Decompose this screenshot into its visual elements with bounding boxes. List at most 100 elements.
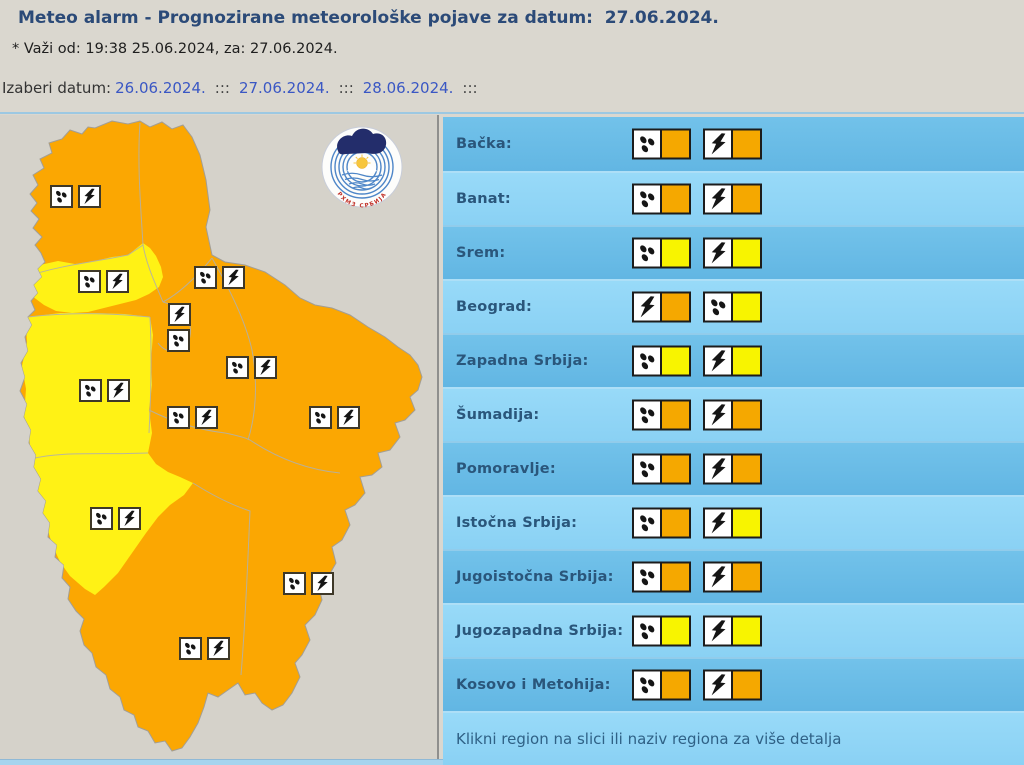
region-label[interactable]: Jugozapadna Srbija: — [456, 623, 624, 639]
region-warning-list: Bačka: Banat: Srem: Beograd: Zapadna Srbija:… — [443, 117, 1024, 765]
rain-icon — [167, 329, 190, 352]
thunderstorm-icon — [703, 507, 733, 539]
region-row[interactable]: Pomoravlje: — [443, 441, 1024, 495]
rain-warning-yellow — [632, 345, 691, 377]
region-row[interactable]: Istočna Srbija: — [443, 495, 1024, 549]
logo-cloud — [337, 128, 387, 155]
rain-icon — [309, 406, 332, 429]
region-warnings — [632, 561, 762, 593]
thunderstorm-icon — [703, 561, 733, 593]
region-row[interactable]: Bačka: — [443, 117, 1024, 171]
region-label[interactable]: Istočna Srbija: — [456, 515, 578, 531]
thunderstorm-icon — [195, 406, 218, 429]
region-row[interactable]: Beograd: — [443, 279, 1024, 333]
region-label[interactable]: Jugoistočna Srbija: — [456, 569, 614, 585]
date-picker: Izaberi datum: 26.06.2024.::: 27.06.2024.:… — [2, 79, 487, 97]
warning-level-orange — [733, 183, 762, 215]
date-link[interactable]: 28.06.2024. — [362, 79, 454, 97]
warning-level-orange — [662, 128, 691, 160]
region-row[interactable]: Kosovo i Metohija: — [443, 657, 1024, 711]
rain-warning-orange — [632, 183, 691, 215]
map-bottom-strip — [0, 759, 443, 765]
rain-warning-yellow — [632, 615, 691, 647]
thunderstorm-warning-orange — [703, 561, 762, 593]
warning-level-orange — [733, 453, 762, 485]
date-separator: ::: — [214, 79, 230, 97]
rain-warning-yellow — [703, 291, 762, 323]
thunderstorm-icon — [107, 379, 130, 402]
rain-icon — [632, 615, 662, 647]
region-label[interactable]: Srem: — [456, 245, 506, 261]
rain-icon — [632, 453, 662, 485]
thunderstorm-warning-orange — [703, 128, 762, 160]
thunderstorm-icon — [337, 406, 360, 429]
thunderstorm-icon — [703, 453, 733, 485]
thunderstorm-icon — [703, 399, 733, 431]
region-warnings — [632, 291, 762, 323]
rhmz-logo: РХМЗ СРБИЈА — [321, 126, 403, 209]
warning-level-yellow — [733, 237, 762, 269]
rain-icon — [632, 128, 662, 160]
region-row[interactable]: Banat: — [443, 171, 1024, 225]
region-row[interactable]: Srem: — [443, 225, 1024, 279]
rain-icon — [632, 345, 662, 377]
rain-icon — [632, 561, 662, 593]
warning-level-yellow — [733, 345, 762, 377]
region-label[interactable]: Beograd: — [456, 299, 532, 315]
date-separator: ::: — [338, 79, 354, 97]
warning-level-orange — [662, 507, 691, 539]
region-warnings — [632, 453, 762, 485]
thunderstorm-icon — [118, 507, 141, 530]
region-warnings — [632, 128, 762, 160]
rain-icon — [50, 185, 73, 208]
date-separator: ::: — [462, 79, 478, 97]
warning-level-orange — [662, 291, 691, 323]
thunderstorm-icon — [207, 637, 230, 660]
region-label[interactable]: Kosovo i Metohija: — [456, 677, 611, 693]
region-row[interactable]: Zapadna Srbija: — [443, 333, 1024, 387]
warning-level-orange — [662, 453, 691, 485]
rain-icon — [632, 183, 662, 215]
region-label[interactable]: Bačka: — [456, 136, 512, 152]
rain-warning-yellow — [632, 237, 691, 269]
thunderstorm-icon — [254, 356, 277, 379]
thunderstorm-warning-yellow — [703, 507, 762, 539]
thunderstorm-icon — [703, 669, 733, 701]
rain-warning-orange — [632, 453, 691, 485]
rain-warning-orange — [632, 128, 691, 160]
warning-level-yellow — [733, 615, 762, 647]
warning-level-orange — [662, 183, 691, 215]
warning-level-orange — [662, 399, 691, 431]
region-label[interactable]: Zapadna Srbija: — [456, 353, 589, 369]
thunderstorm-warning-yellow — [703, 615, 762, 647]
rain-icon — [167, 406, 190, 429]
thunderstorm-warning-yellow — [703, 237, 762, 269]
thunderstorm-icon — [168, 303, 191, 326]
rain-icon — [632, 507, 662, 539]
region-label[interactable]: Pomoravlje: — [456, 461, 556, 477]
rain-icon — [179, 637, 202, 660]
region-label[interactable]: Banat: — [456, 191, 511, 207]
region-row[interactable]: Šumadija: — [443, 387, 1024, 441]
region-row[interactable]: Jugozapadna Srbija: — [443, 603, 1024, 657]
thunderstorm-warning-orange — [703, 399, 762, 431]
serbia-map[interactable]: РХМЗ СРБИЈА — [0, 115, 439, 759]
warning-level-yellow — [662, 615, 691, 647]
rain-warning-orange — [632, 669, 691, 701]
thunderstorm-warning-orange — [703, 669, 762, 701]
warning-level-yellow — [662, 237, 691, 269]
thunderstorm-icon — [703, 345, 733, 377]
rain-icon — [226, 356, 249, 379]
rain-warning-orange — [632, 561, 691, 593]
thunderstorm-icon — [703, 128, 733, 160]
region-warnings — [632, 399, 762, 431]
region-warnings — [632, 183, 762, 215]
rain-icon — [632, 237, 662, 269]
region-label[interactable]: Šumadija: — [456, 407, 540, 423]
warning-level-orange — [733, 669, 762, 701]
date-link[interactable]: 26.06.2024. — [115, 79, 206, 97]
logo-waves — [341, 172, 383, 190]
date-link[interactable]: 27.06.2024. — [238, 79, 330, 97]
region-row[interactable]: Jugoistočna Srbija: — [443, 549, 1024, 603]
rain-warning-orange — [632, 399, 691, 431]
